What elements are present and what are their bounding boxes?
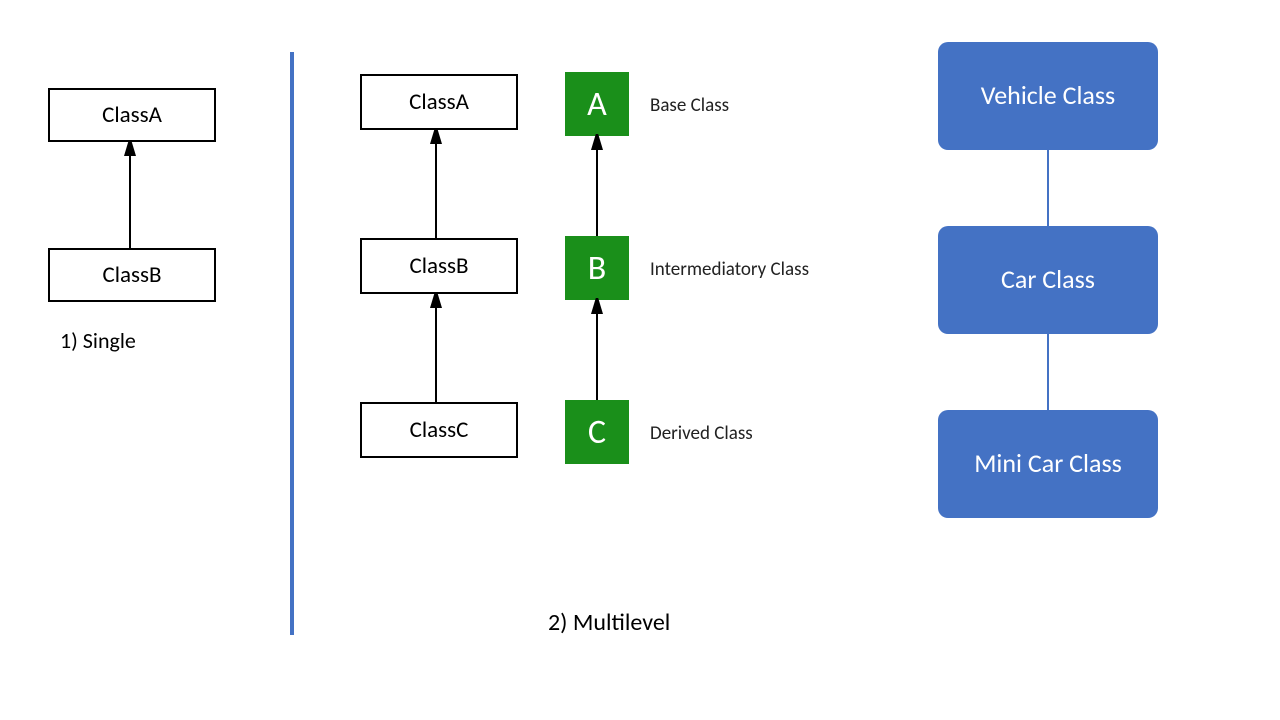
car-class-box: Car Class (938, 226, 1158, 334)
green-arrow-B-to-A (582, 134, 612, 238)
blue-connector-2 (1047, 334, 1049, 410)
single-arrow-B-to-A (115, 140, 145, 250)
vehicle-class-label: Vehicle Class (981, 80, 1115, 111)
multi-classB-box: ClassB (360, 238, 518, 294)
green-B-box: B (565, 236, 629, 300)
multilevel-caption: 2) Multilevel (548, 608, 670, 637)
blue-connector-1 (1047, 150, 1049, 226)
multi-classC-box: ClassC (360, 402, 518, 458)
multi-arrow-C-to-B (421, 292, 451, 404)
vehicle-class-box: Vehicle Class (938, 42, 1158, 150)
green-A-letter: A (587, 84, 607, 125)
minicar-class-box: Mini Car Class (938, 410, 1158, 518)
vertical-divider (290, 52, 294, 635)
green-C-letter: C (588, 412, 606, 453)
minicar-class-label: Mini Car Class (974, 448, 1122, 479)
green-B-letter: B (588, 248, 607, 289)
car-class-label: Car Class (1001, 264, 1095, 295)
multi-classA-box: ClassA (360, 74, 518, 130)
multi-classC-label: ClassC (410, 416, 469, 444)
green-C-label: Derived Class (650, 422, 753, 445)
single-classA-box: ClassA (48, 88, 216, 142)
green-arrow-C-to-B (582, 298, 612, 402)
single-classB-label: ClassB (102, 261, 161, 289)
green-A-box: A (565, 72, 629, 136)
green-A-label: Base Class (650, 94, 729, 117)
single-classB-box: ClassB (48, 248, 216, 302)
multi-classA-label: ClassA (409, 88, 469, 116)
multi-arrow-B-to-A (421, 128, 451, 240)
green-B-label: Intermediatory Class (650, 258, 809, 281)
green-C-box: C (565, 400, 629, 464)
single-caption: 1) Single (60, 327, 136, 354)
multi-classB-label: ClassB (409, 252, 468, 280)
single-classA-label: ClassA (102, 101, 162, 129)
